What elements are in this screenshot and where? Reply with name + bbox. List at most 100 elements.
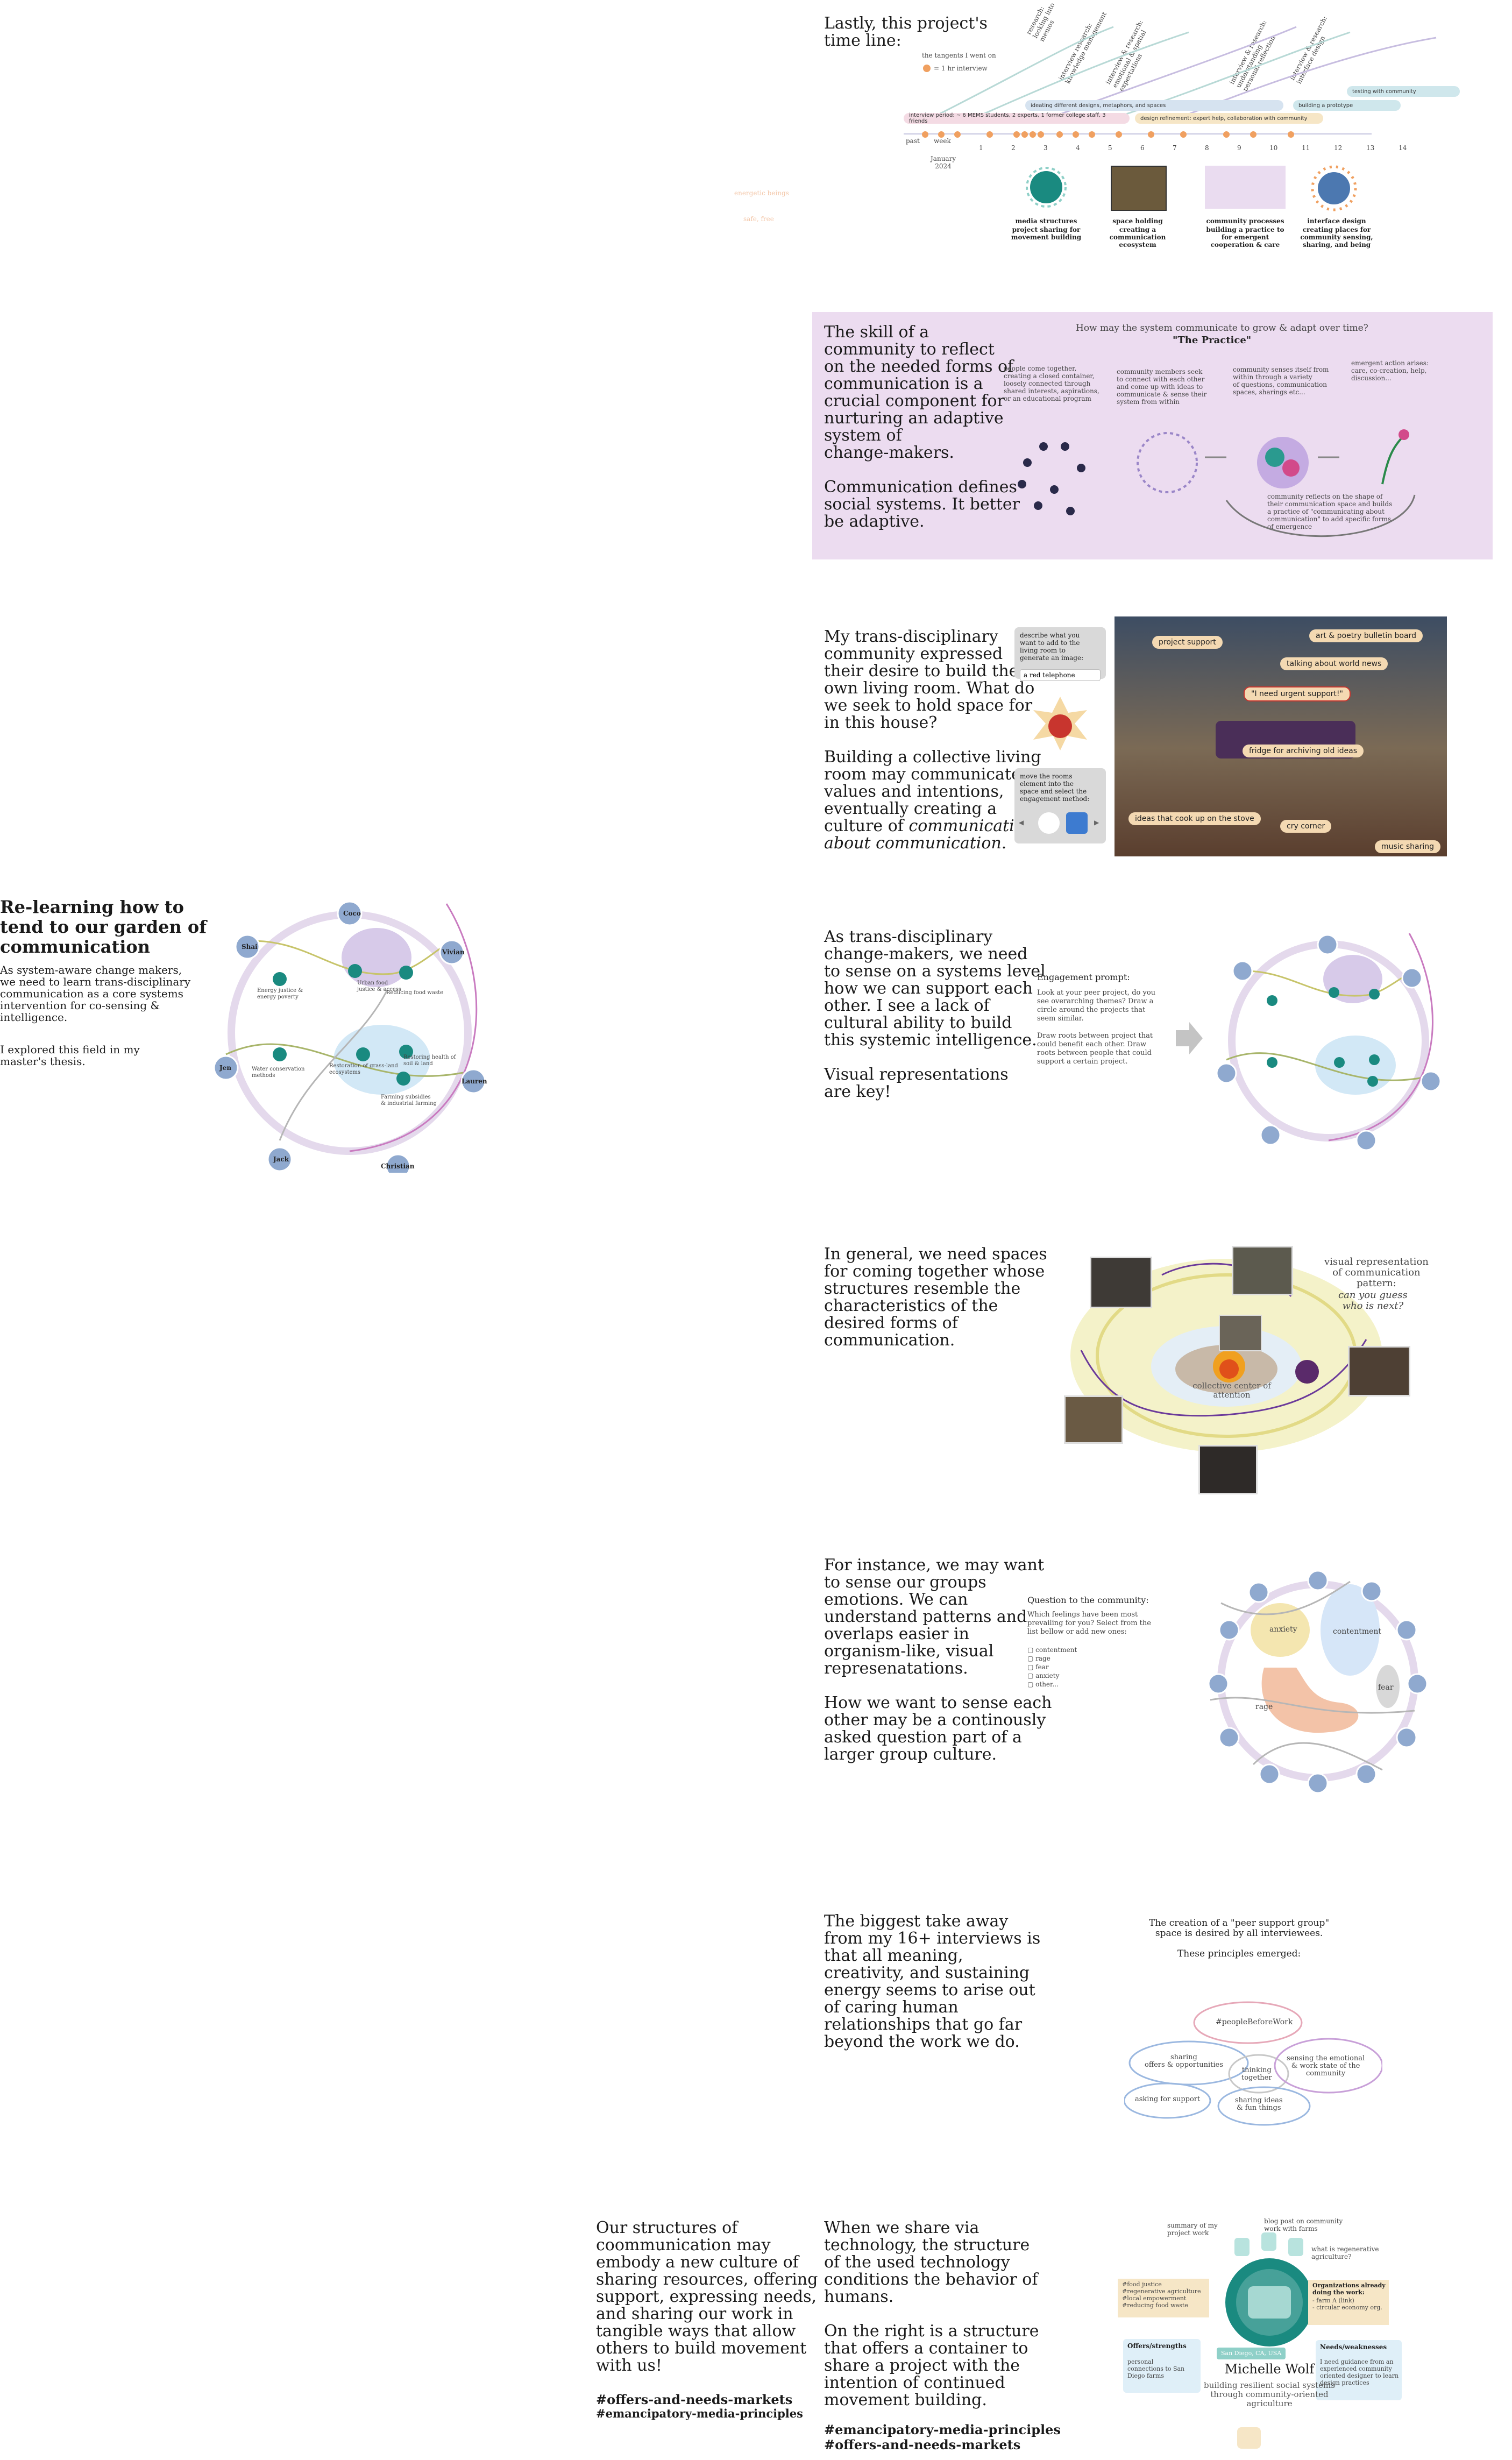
card-needs-box bbox=[1316, 2340, 1402, 2400]
card-offers-box bbox=[1123, 2339, 1201, 2393]
bar-prototype: building a prototype bbox=[1293, 100, 1401, 111]
topic-urban-food: Urban food justice & access bbox=[357, 980, 402, 992]
week-10: 10 bbox=[1269, 144, 1278, 152]
tag-music-sharing[interactable]: music sharing bbox=[1375, 840, 1440, 853]
topic-soil: Restoring health of soil & land bbox=[403, 1054, 456, 1067]
person-christian: Christian bbox=[381, 1162, 415, 1170]
week-1: 1 bbox=[979, 144, 983, 152]
week-numbers: 1 2 3 4 5 6 7 8 9 10 11 12 13 14 bbox=[979, 144, 1407, 155]
prev-arrow-icon[interactable]: ◀ bbox=[1019, 819, 1024, 826]
tangent-curves bbox=[930, 26, 1437, 119]
output-2-title: space holding bbox=[1112, 217, 1163, 225]
blob-label-rage: rage bbox=[1255, 1703, 1273, 1711]
output-1-title: media structures bbox=[1015, 217, 1077, 225]
timeline-title: Lastly, this project's time line: bbox=[824, 14, 988, 50]
prompt-1: describe what you want to add to the liv… bbox=[1020, 632, 1084, 662]
card-summary-label: summary of my project work bbox=[1167, 2222, 1218, 2237]
question-body: Which feelings have been most prevailing… bbox=[1027, 1611, 1151, 1636]
emotion-option-fear[interactable]: ▢ fear bbox=[1027, 1663, 1049, 1671]
week-3: 3 bbox=[1044, 144, 1048, 152]
tag-project-support[interactable]: project support bbox=[1152, 636, 1223, 649]
emotion-option-label: anxiety bbox=[1035, 1672, 1060, 1679]
emotion-option-label: other... bbox=[1035, 1681, 1059, 1688]
emotion-option-label: contentment bbox=[1035, 1646, 1077, 1654]
practice-step-1: people come together, creating a closed … bbox=[1004, 365, 1099, 402]
week-6: 6 bbox=[1140, 144, 1145, 152]
participant-video-5 bbox=[1198, 1445, 1258, 1494]
timeline-axis bbox=[904, 133, 1372, 134]
person-jen: Jen bbox=[219, 1064, 232, 1072]
output-4-title: interface design bbox=[1307, 217, 1366, 225]
tag-art-board[interactable]: art & poetry bulletin board bbox=[1309, 629, 1423, 642]
practice-subtitle: "The Practice" bbox=[1173, 335, 1252, 346]
topic-grassland: Restoration of grass-land ecosystems bbox=[329, 1063, 398, 1075]
next-arrow-icon[interactable]: ▶ bbox=[1094, 819, 1099, 826]
card-subtitle: building resilient social systems throug… bbox=[1204, 2380, 1335, 2408]
engagement-prompt-body: Look at your peer project, do you see ov… bbox=[1037, 989, 1156, 1066]
tag-fridge[interactable]: fridge for archiving old ideas bbox=[1243, 745, 1364, 757]
card-offers-title: Offers/strengths bbox=[1127, 2342, 1187, 2350]
engagement-method-option-2[interactable] bbox=[1066, 812, 1088, 834]
emotion-option-other[interactable]: ▢ other... bbox=[1027, 1681, 1059, 1688]
structures-mid-tag-1: #emancipatory-media-principles bbox=[824, 2422, 1061, 2437]
practice-panel bbox=[812, 312, 1493, 559]
prompt-2: move the rooms element into the space an… bbox=[1020, 772, 1090, 803]
tag-stove[interactable]: ideas that cook up on the stove bbox=[1128, 812, 1261, 825]
interview-dot-icon bbox=[923, 65, 931, 72]
garden-para-1: As system-aware change makers, we need t… bbox=[0, 963, 191, 1024]
tag-world-news[interactable]: talking about world news bbox=[1280, 657, 1388, 670]
principle-thinking-together: thinking together bbox=[1241, 2066, 1272, 2082]
gathering-caption-b: can you guess who is next? bbox=[1338, 1289, 1408, 1311]
prompt-card-2 bbox=[1014, 768, 1106, 843]
person-coco: Coco bbox=[343, 910, 361, 917]
topic-water: Water conservation methods bbox=[252, 1066, 305, 1079]
week-12: 12 bbox=[1334, 144, 1343, 152]
card-orgs-body: - farm A (link) - circular economy org. bbox=[1312, 2297, 1382, 2311]
principle-asking-support: asking for support bbox=[1135, 2095, 1201, 2103]
sensing-text: As trans-disciplinary change-makers, we … bbox=[824, 927, 1046, 1101]
space-holding-thumbnail bbox=[1111, 166, 1167, 211]
week-2: 2 bbox=[1011, 144, 1016, 152]
emotion-option-contentment[interactable]: ▢ contentment bbox=[1027, 1646, 1077, 1654]
week-5: 5 bbox=[1108, 144, 1112, 152]
tag-cry-corner[interactable]: cry corner bbox=[1280, 820, 1332, 833]
arrow-right-icon bbox=[1176, 1022, 1203, 1054]
engagement-method-option-1[interactable] bbox=[1038, 812, 1060, 834]
bar-interview-period: interview period: ~ 6 MEMS students, 2 e… bbox=[904, 112, 1130, 124]
week-13: 13 bbox=[1366, 144, 1375, 152]
card-blog-label: blog post on community work with farms bbox=[1264, 2217, 1343, 2232]
card-tags-box bbox=[1118, 2279, 1209, 2317]
living-room-text-em: communication about communication bbox=[824, 817, 1035, 853]
practice-step-3: community senses itself from within thro… bbox=[1233, 366, 1329, 396]
output-3-title: community processes bbox=[1206, 217, 1284, 225]
participant-video-4 bbox=[1064, 1395, 1123, 1444]
principle-sensing-state: sensing the emotional & work state of th… bbox=[1287, 2054, 1365, 2078]
interview-dots bbox=[922, 131, 1294, 138]
structures-left-tag-2: #emancipatory-media-principles bbox=[596, 2407, 803, 2420]
principle-sharing-offers: sharing offers & opportunities bbox=[1145, 2053, 1223, 2069]
gathering-text: In general, we need spaces for coming to… bbox=[824, 1245, 1047, 1350]
structures-left-tag-1: #offers-and-needs-markets bbox=[596, 2392, 793, 2407]
week-9: 9 bbox=[1237, 144, 1241, 152]
living-room-text: My trans-disciplinary community expresse… bbox=[824, 628, 1041, 852]
emotion-option-rage[interactable]: ▢ rage bbox=[1027, 1655, 1050, 1662]
practice-step-4: emergent action arises: care, co-creatio… bbox=[1351, 359, 1429, 382]
media-structures-icon bbox=[1026, 167, 1067, 208]
living-room-text-end: . bbox=[1001, 834, 1007, 853]
emotions-diagram bbox=[1208, 1570, 1428, 1794]
card-needs-body: I need guidance from an experienced comm… bbox=[1320, 2358, 1399, 2386]
legend-tangents: the tangents I went on bbox=[922, 52, 996, 59]
emotion-option-anxiety[interactable]: ▢ anxiety bbox=[1027, 1672, 1060, 1679]
tag-urgent-support[interactable]: "I need urgent support!" bbox=[1244, 686, 1351, 701]
participant-video-2 bbox=[1232, 1246, 1293, 1295]
week-4: 4 bbox=[1076, 144, 1080, 152]
center-of-attention-label: collective center of attention bbox=[1192, 1381, 1271, 1400]
output-3-desc: building a practice to for emergent coop… bbox=[1206, 226, 1284, 249]
question-title: Question to the community: bbox=[1027, 1595, 1149, 1605]
card-footer-icon[interactable] bbox=[1237, 2427, 1261, 2449]
image-description-input[interactable] bbox=[1020, 669, 1101, 681]
output-4-desc: creating places for community sensing, s… bbox=[1300, 226, 1373, 249]
takeaway-text: The biggest take away from my 16+ interv… bbox=[824, 1912, 1041, 2051]
legend-interview: = 1 hr interview bbox=[934, 65, 988, 72]
card-question-label: what is regenerative agriculture? bbox=[1311, 2245, 1379, 2260]
